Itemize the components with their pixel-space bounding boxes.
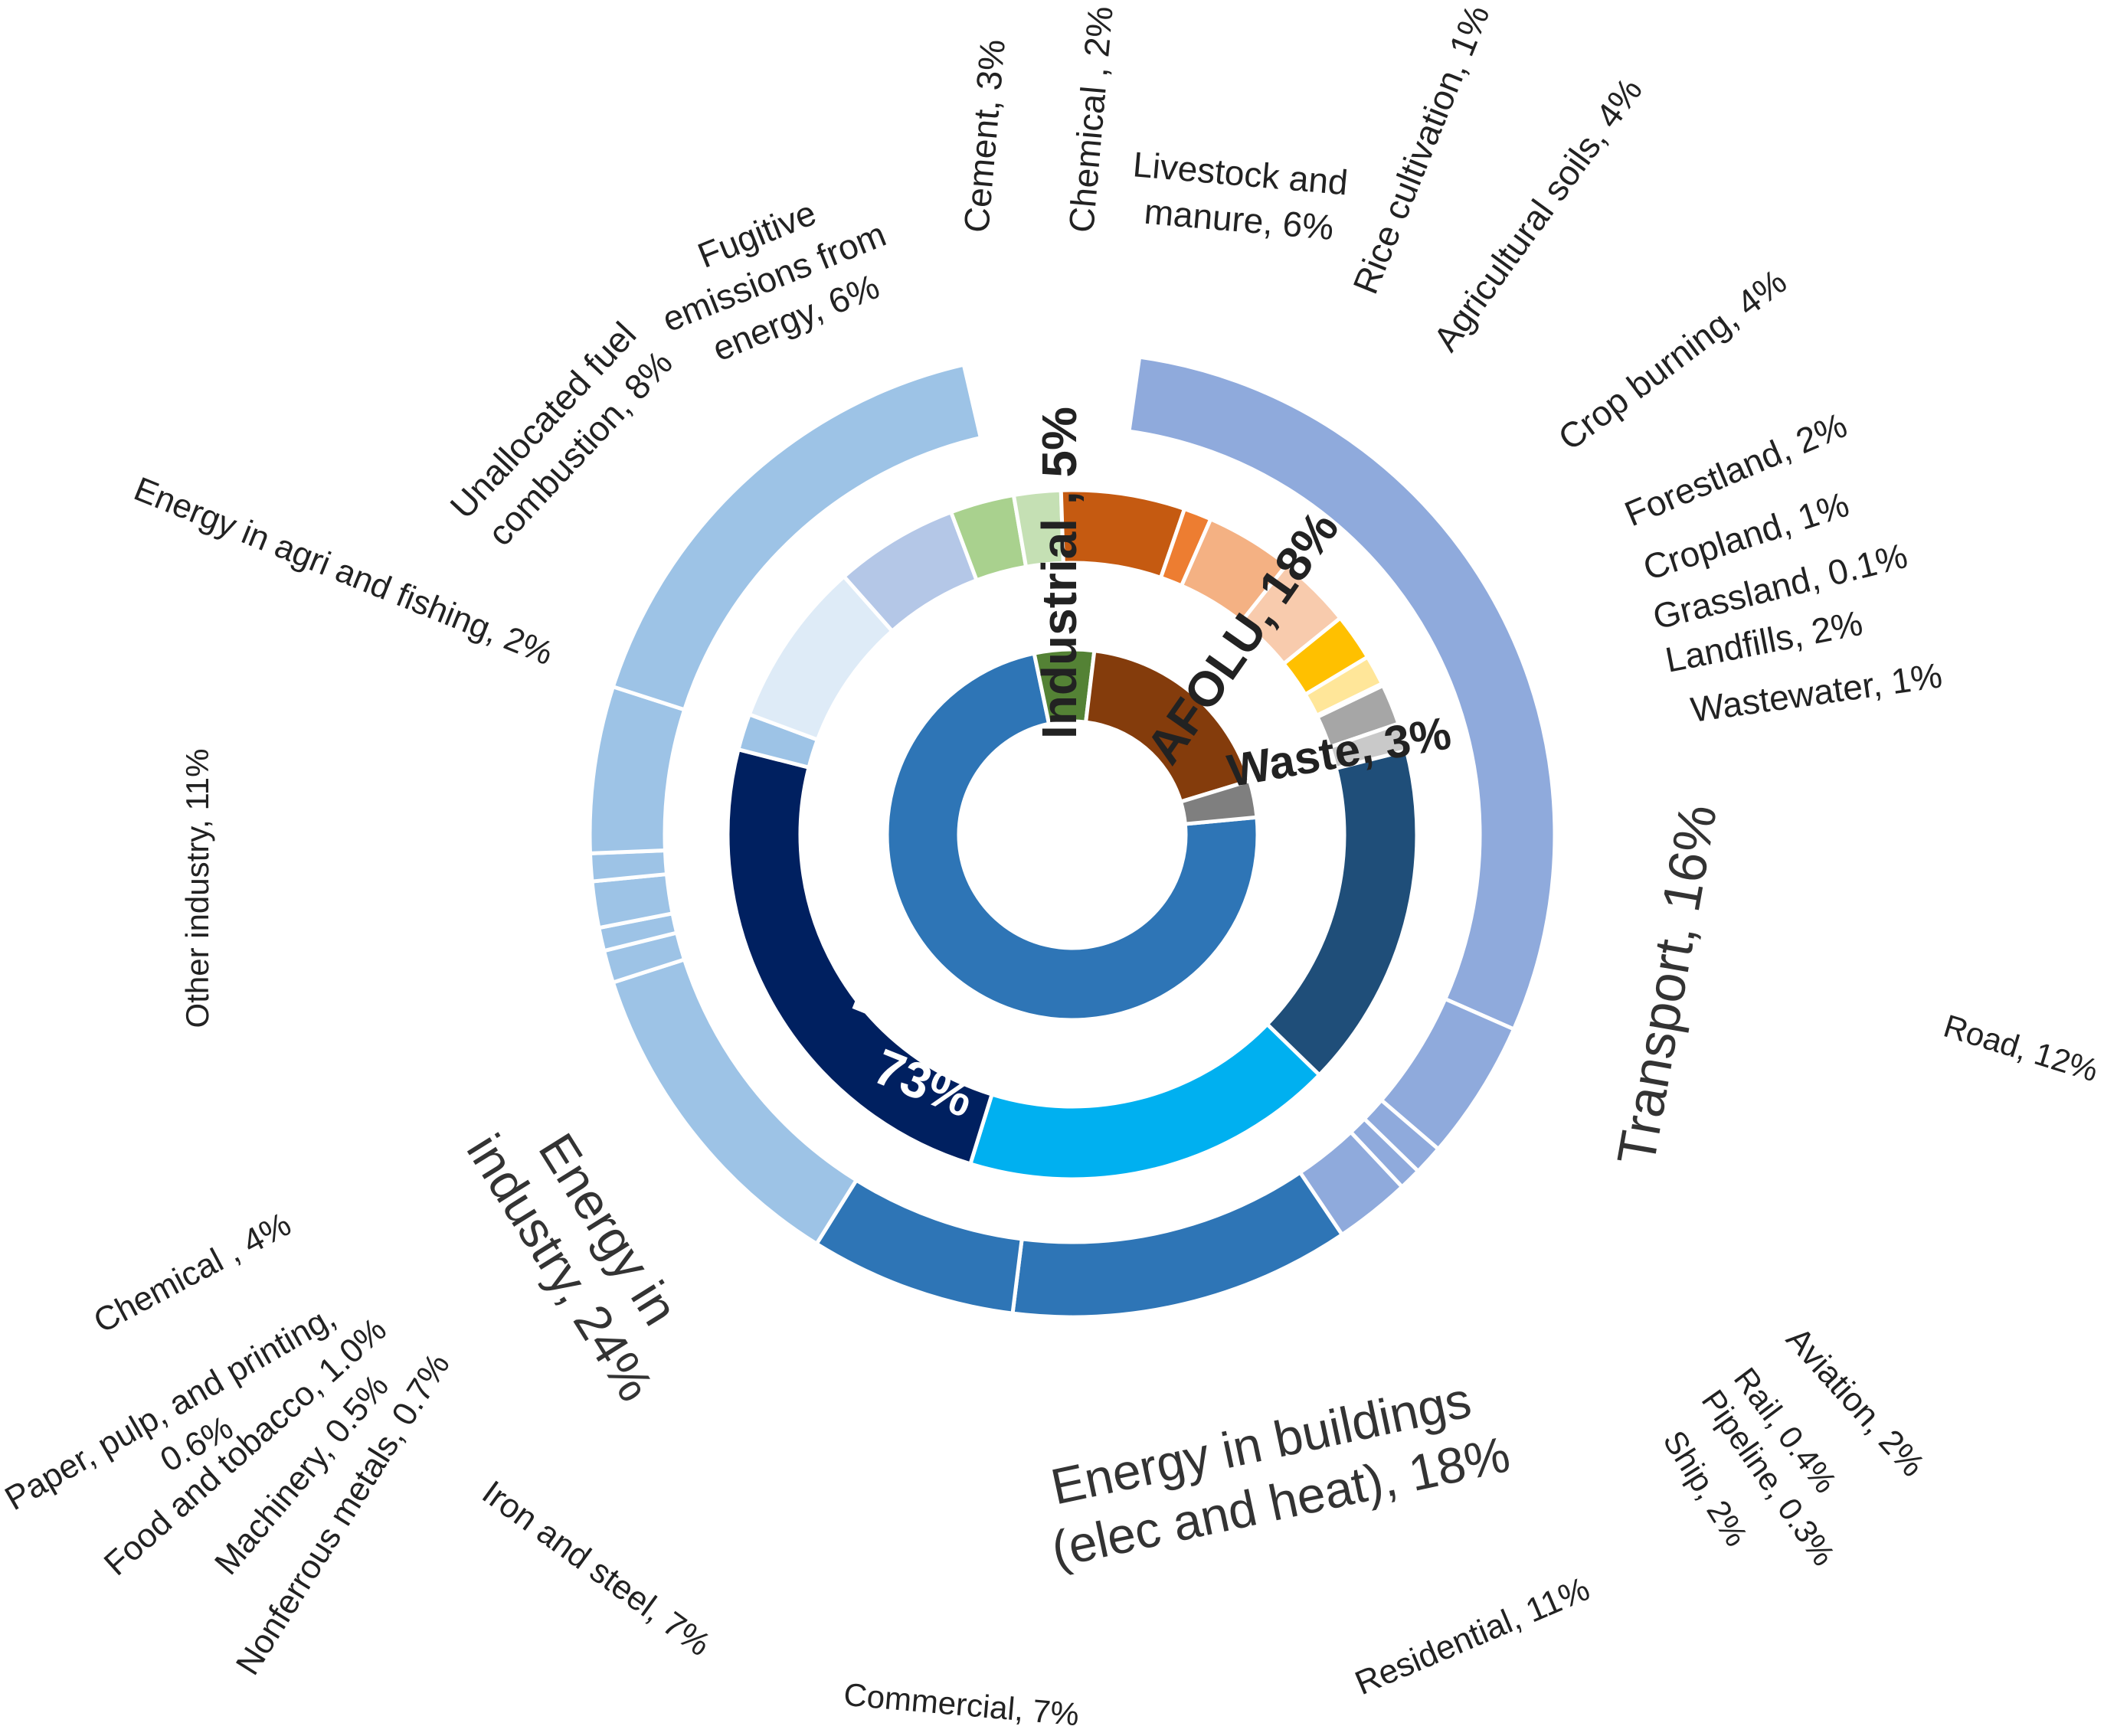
label-chemical-industrial: Chemical , 2% — [1061, 5, 1121, 234]
label-fugitive: Fugitive emissions from energy, 6% — [640, 168, 918, 382]
label-road: Road, 12% — [1939, 1008, 2102, 1089]
label-agri-soils: Agricultural soils, 4% — [1425, 70, 1650, 358]
label-cement: Cement, 3% — [956, 38, 1013, 234]
label-unallocated: Unallocated fuel combustion, 8% — [442, 307, 684, 557]
label-residential: Residential, 11% — [1350, 1570, 1595, 1702]
sector-slice-afolu-2 — [1083, 648, 1252, 805]
sector-slice-energy-0 — [885, 651, 1260, 1022]
subsector-label-industry: Energy in industry, 24% — [456, 1092, 717, 1411]
label-iron-steel: Iron and steel, 7% — [476, 1473, 718, 1663]
label-crop-burning: Crop burning, 4% — [1551, 261, 1794, 458]
subsector-slice-transport-16 — [1264, 748, 1419, 1078]
label-chemical-energy: Chemical , 4% — [87, 1205, 296, 1340]
sector-slice-waste-3 — [1178, 778, 1259, 826]
label-rice: Rice cultivation, 1% — [1345, 0, 1497, 299]
label-livestock: Livestock and manure, 6% — [1127, 144, 1360, 249]
label-livestock-line2: manure, 6% — [1143, 191, 1336, 247]
outer-buildings-slice-residential-0 — [1010, 1169, 1345, 1319]
chart-rings — [587, 355, 1557, 1319]
sector-label-industrial: Industrial , 5% — [1032, 407, 1087, 739]
subsector-label-buildings: Energy in buildings (elec and heat), 18% — [1034, 1365, 1515, 1577]
outer-industry-slice-chemical-5 — [587, 684, 687, 855]
outer-buildings-slice-commercial-1 — [813, 1177, 1024, 1316]
outer-industry-slice-other-industry-6 — [610, 362, 983, 712]
label-commercial: Commercial, 7% — [843, 1676, 1081, 1733]
label-other-industry: Other industry, 11% — [179, 749, 215, 1028]
outer-industry-slice-paper-pulp-and-printing-4 — [587, 848, 669, 884]
subsector-label-transport: Transport, 16% — [1606, 800, 1728, 1169]
